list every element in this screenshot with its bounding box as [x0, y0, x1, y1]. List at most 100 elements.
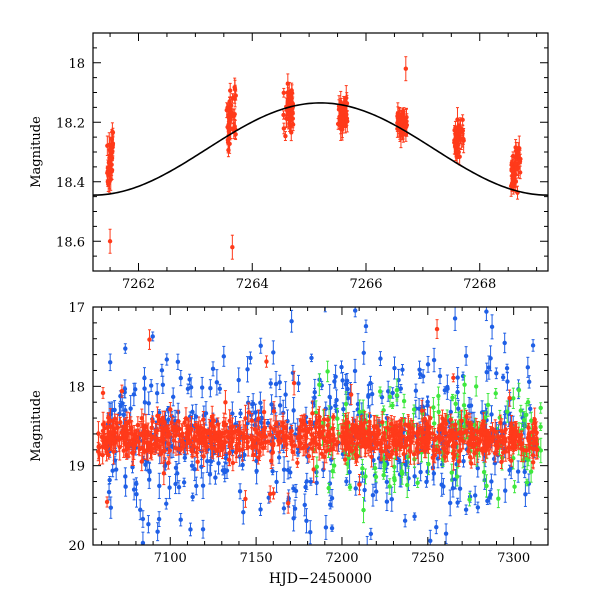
- data-point: [176, 360, 180, 364]
- data-point: [360, 466, 364, 470]
- data-point: [363, 474, 367, 478]
- data-point: [390, 551, 394, 555]
- data-point: [425, 469, 429, 473]
- data-point: [326, 486, 330, 490]
- data-point: [347, 470, 351, 474]
- data-point: [147, 401, 151, 405]
- data-point: [164, 502, 168, 506]
- data-point: [373, 466, 377, 470]
- data-point: [269, 402, 273, 406]
- data-point: [157, 517, 161, 521]
- data-point: [468, 426, 472, 430]
- data-point: [461, 459, 465, 463]
- data-point: [269, 381, 273, 385]
- data-point: [258, 507, 262, 511]
- data-point: [339, 127, 343, 131]
- data-point: [155, 391, 159, 395]
- data-point: [395, 121, 399, 125]
- data-point: [260, 567, 264, 571]
- data-point: [234, 93, 238, 97]
- data-point: [227, 458, 231, 462]
- data-point: [216, 461, 220, 465]
- data-point: [371, 493, 375, 497]
- data-point: [365, 547, 369, 551]
- data-point: [160, 368, 164, 372]
- data-point: [378, 389, 382, 393]
- data-point: [324, 525, 328, 529]
- y-tick-label: 18.4: [56, 176, 85, 191]
- data-point: [366, 394, 370, 398]
- data-point: [490, 325, 494, 329]
- data-point: [108, 360, 112, 364]
- data-point: [362, 488, 366, 492]
- data-point: [345, 379, 349, 383]
- data-point: [201, 483, 205, 487]
- data-point: [476, 466, 480, 470]
- data-point: [349, 392, 353, 396]
- data-point: [390, 391, 394, 395]
- data-point: [274, 382, 278, 386]
- data-point: [232, 85, 236, 89]
- data-point: [238, 489, 242, 493]
- data-point: [428, 539, 432, 543]
- plot-frame: [93, 33, 548, 271]
- data-point: [248, 356, 252, 360]
- data-point: [201, 527, 205, 531]
- data-point: [223, 400, 227, 404]
- data-point: [517, 146, 521, 150]
- data-point: [240, 463, 244, 467]
- data-point: [108, 239, 112, 243]
- data-point: [519, 408, 523, 412]
- model-curve: [93, 103, 548, 195]
- data-point: [167, 485, 171, 489]
- data-point: [485, 499, 489, 503]
- data-point: [200, 385, 204, 389]
- data-point: [467, 497, 471, 501]
- data-point: [361, 508, 365, 512]
- data-point: [458, 487, 462, 491]
- data-point: [523, 470, 527, 474]
- data-point: [325, 369, 329, 373]
- data-point: [250, 402, 254, 406]
- data-point: [444, 531, 448, 535]
- data-point: [155, 529, 159, 533]
- data-point: [179, 376, 183, 380]
- data-point: [496, 497, 500, 501]
- data-point: [405, 123, 409, 127]
- data-point: [288, 470, 292, 474]
- data-point: [286, 501, 290, 505]
- data-point: [450, 470, 454, 474]
- data-point: [371, 559, 375, 563]
- data-point: [211, 367, 215, 371]
- data-point: [385, 480, 389, 484]
- data-point: [179, 518, 183, 522]
- data-point: [338, 119, 342, 123]
- data-point: [171, 395, 175, 399]
- data-point: [449, 417, 453, 421]
- data-point: [162, 471, 166, 475]
- data-point: [426, 362, 430, 366]
- data-point: [123, 346, 127, 350]
- data-point: [503, 488, 507, 492]
- x-tick-label: 7266: [349, 277, 382, 292]
- data-point: [418, 372, 422, 376]
- data-point: [381, 473, 385, 477]
- data-point: [438, 374, 442, 378]
- data-point: [283, 392, 287, 396]
- data-point: [282, 91, 286, 95]
- data-point: [516, 166, 520, 170]
- data-point: [151, 334, 155, 338]
- data-point: [516, 469, 520, 473]
- data-point: [110, 137, 114, 141]
- x-tick-label: 7262: [122, 277, 155, 292]
- y-axis-label: Magnitude: [29, 116, 44, 188]
- data-point: [228, 127, 232, 131]
- data-point: [455, 375, 459, 379]
- data-point: [252, 588, 256, 592]
- data-point: [488, 356, 492, 360]
- data-point: [455, 500, 459, 504]
- data-point: [400, 368, 404, 372]
- data-point: [141, 517, 145, 521]
- data-point: [414, 389, 418, 393]
